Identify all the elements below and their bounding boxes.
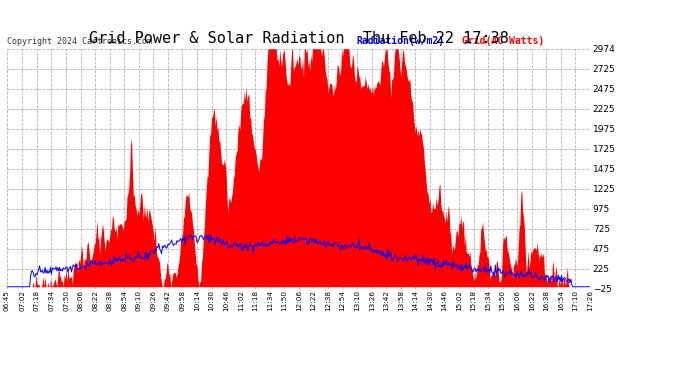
- Text: Copyright 2024 Cartronics.com: Copyright 2024 Cartronics.com: [7, 38, 152, 46]
- Text: Grid(AC Watts): Grid(AC Watts): [462, 36, 544, 46]
- Text: Radiation(w/m2): Radiation(w/m2): [357, 36, 445, 46]
- Title: Grid Power & Solar Radiation  Thu Feb 22 17:38: Grid Power & Solar Radiation Thu Feb 22 …: [88, 31, 509, 46]
